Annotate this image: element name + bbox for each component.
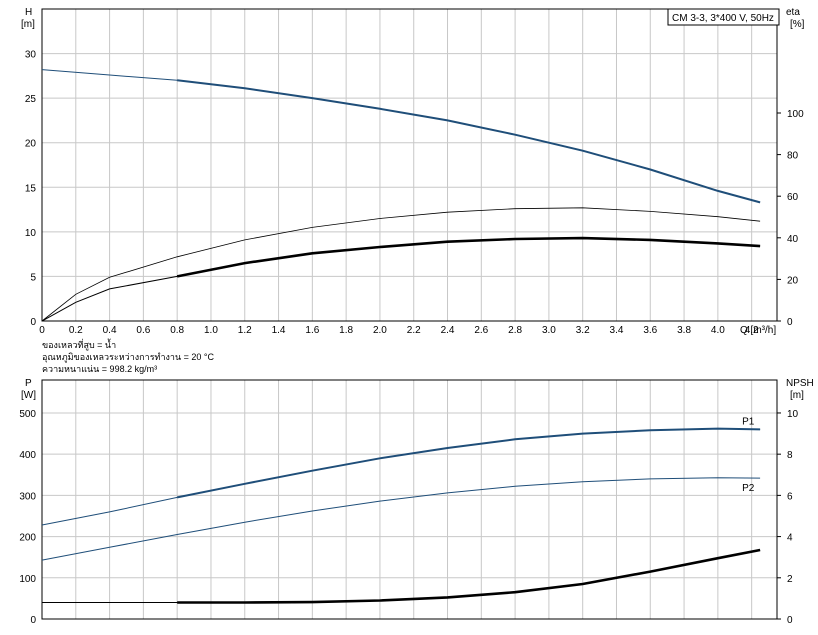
x-tick-label: 2.0 [373, 325, 387, 336]
x-tick-label: 2.6 [474, 325, 488, 336]
x-tick-label: 0.6 [136, 325, 150, 336]
y-right-tick-label: 0 [787, 317, 793, 328]
y-left-tick-label: 25 [25, 94, 37, 105]
series-operating-s1 [176, 236, 761, 278]
power-npsh-chart: 0 100 200 300 400 500 0 2 4 6 8 10 P[W] NPSH[m] P1 P2 [19, 378, 813, 626]
series-operating-P1 [177, 427, 761, 499]
x-tick-label: 4.0 [711, 325, 725, 336]
y-left-tick-label: 400 [19, 450, 36, 461]
y-left-unit: [m] [21, 19, 35, 30]
series-line-P2 [41, 477, 761, 561]
x-tick-label: 0.4 [103, 325, 117, 336]
y-left-tick-label: 15 [25, 183, 37, 194]
series-label-P2: P2 [742, 483, 755, 494]
x-tick-label: 2.2 [407, 325, 421, 336]
series-line-s0 [41, 69, 761, 203]
y-left-tick-label: 30 [25, 50, 37, 61]
x-tick-label: 1.2 [238, 325, 252, 336]
y-left-tick-label: 100 [19, 574, 36, 585]
y-left-label: P [25, 378, 32, 389]
y-left-tick-label: 0 [30, 317, 36, 328]
y-right-tick-label: 6 [787, 491, 793, 502]
y-right-unit: [%] [790, 19, 805, 30]
y-right-label: eta [786, 7, 800, 18]
y-left-tick-label: 20 [25, 139, 37, 150]
y-right-tick-label: 0 [787, 615, 793, 626]
series-operating-s2 [177, 548, 761, 604]
x-tick-label: 3.4 [610, 325, 624, 336]
y-right-label: NPSH [786, 378, 814, 389]
note-fluid: ของเหลวที่สูบ = น้ำ [42, 338, 116, 351]
x-axis-label: Q [m³/h] [740, 325, 776, 336]
y-right-tick-label: 100 [787, 109, 804, 120]
x-tick-label: 3.8 [677, 325, 691, 336]
series-line-s1 [41, 237, 761, 322]
x-tick-label: 4.2 [745, 325, 759, 336]
series-operating-s0 [177, 79, 761, 204]
x-tick-label: 3.2 [576, 325, 590, 336]
x-tick-label: 2.8 [508, 325, 522, 336]
y-left-tick-label: 5 [30, 272, 36, 283]
x-tick-label: 1.8 [339, 325, 353, 336]
y-right-unit: [m] [790, 390, 804, 401]
y-right-tick-label: 80 [787, 151, 799, 162]
y-left-tick-label: 0 [30, 615, 36, 626]
x-tick-label: 0.8 [170, 325, 184, 336]
legend-box: CM 3-3, 3*400 V, 50Hz [667, 8, 780, 26]
y-left-unit: [W] [21, 390, 36, 401]
x-tick-label: 0 [39, 325, 45, 336]
legend-box-text: CM 3-3, 3*400 V, 50Hz [672, 13, 774, 24]
y-right-tick-label: 40 [787, 234, 799, 245]
x-tick-label: 2.4 [441, 325, 455, 336]
series-line-s2 [42, 549, 761, 603]
y-right-tick-label: 8 [787, 450, 793, 461]
y-right-tick-label: 2 [787, 574, 793, 585]
x-tick-label: 1.0 [204, 325, 218, 336]
y-left-label: H [25, 7, 32, 18]
y-left-tick-label: 200 [19, 533, 36, 544]
x-tick-label: 3.0 [542, 325, 556, 336]
y-right-tick-label: 20 [787, 275, 799, 286]
plot-frame [41, 8, 778, 322]
y-right-tick-label: 4 [787, 533, 793, 544]
y-left-tick-label: 10 [25, 228, 37, 239]
series-line-s2 [41, 207, 761, 322]
series-line-P1 [41, 428, 761, 526]
x-tick-label: 1.6 [305, 325, 319, 336]
y-right-tick-label: 10 [787, 409, 799, 420]
x-tick-label: 3.6 [643, 325, 657, 336]
y-left-tick-label: 500 [19, 409, 36, 420]
plot-frame [41, 379, 778, 620]
series-label-P1: P1 [742, 416, 755, 427]
note-density: ความหนาแน่น = 998.2 kg/m³ [42, 364, 157, 374]
note-temperature: อุณหภูมิของเหลวระหว่างการทำงาน = 20 °C [42, 352, 214, 363]
x-tick-label: 1.4 [272, 325, 286, 336]
y-right-tick-label: 60 [787, 192, 799, 203]
y-left-tick-label: 300 [19, 491, 36, 502]
x-tick-label: 0.2 [69, 325, 83, 336]
fluid-notes: ของเหลวที่สูบ = น้ำ อุณหภูมิของเหลวระหว่… [42, 338, 214, 374]
head-efficiency-chart: 0 0.2 0.4 0.6 0.8 1.0 1.2 1.4 1.6 1.8 2.0 2.2 2.4 2.6… [21, 7, 805, 336]
